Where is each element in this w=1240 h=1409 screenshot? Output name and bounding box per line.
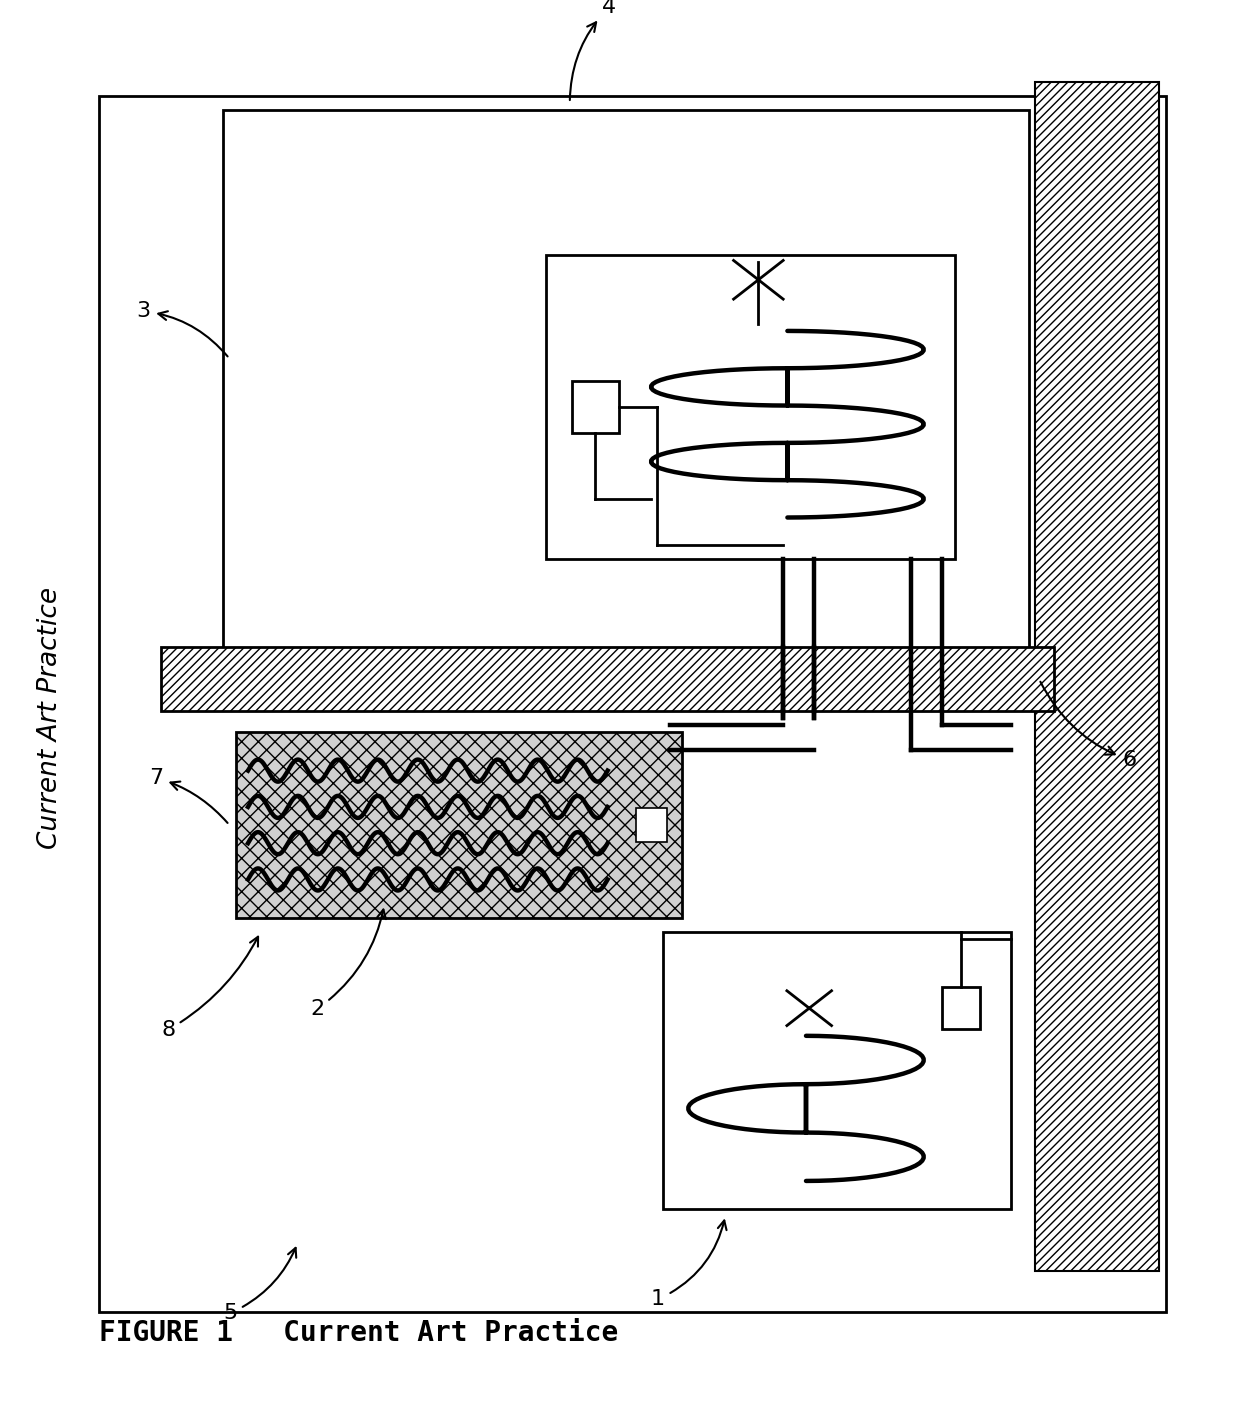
Text: 7: 7 [149,768,228,823]
Text: 6: 6 [1040,682,1136,771]
Text: 2: 2 [310,910,386,1019]
Bar [99,96,1166,1312]
Bar [223,110,1029,662]
Bar [236,731,682,919]
Text: 1: 1 [651,1220,727,1309]
Text: FIGURE 1   Current Art Practice: FIGURE 1 Current Art Practice [99,1319,619,1347]
Bar [663,933,1011,1209]
Bar [942,988,980,1029]
Text: 3: 3 [136,302,228,356]
Bar [1035,82,1159,1271]
Text: 5: 5 [223,1248,296,1323]
Text: 8: 8 [161,937,258,1040]
Bar [572,380,619,433]
Text: 4: 4 [570,0,616,100]
Bar [636,807,667,843]
Bar [546,255,955,559]
Text: Current Art Practice: Current Art Practice [37,588,62,850]
Bar [161,647,1054,712]
